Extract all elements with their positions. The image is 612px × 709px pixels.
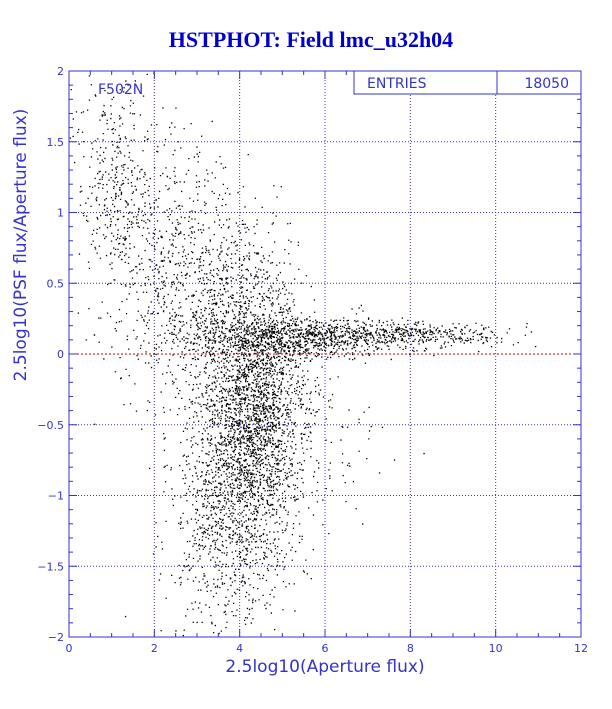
x-tick-label: 12 xyxy=(574,642,588,655)
y-tick-label: 2 xyxy=(57,65,64,78)
filter-label: F502N xyxy=(98,82,143,98)
x-tick-label: 10 xyxy=(489,642,503,655)
y-tick-label: −0.5 xyxy=(37,419,64,432)
stats-entries-value: 18050 xyxy=(524,76,569,92)
y-tick-label: 1.5 xyxy=(47,136,65,149)
x-tick-label: 2 xyxy=(151,642,158,655)
x-tick-label: 0 xyxy=(66,642,73,655)
x-tick-label: 8 xyxy=(407,642,414,655)
x-tick-label: 6 xyxy=(322,642,329,655)
y-tick-label: 1 xyxy=(57,207,64,220)
stats-entries-label: ENTRIES xyxy=(367,76,427,92)
x-axis-label: 2.5log10(Aperture flux) xyxy=(225,657,424,677)
y-tick-label: −2 xyxy=(48,631,64,644)
x-tick-label: 4 xyxy=(236,642,243,655)
y-tick-label: 0 xyxy=(57,348,64,361)
y-axis-label: 2.5log10(PSF flux/Aperture flux) xyxy=(11,109,31,382)
y-tick-label: 0.5 xyxy=(47,277,65,290)
stats-box-frame xyxy=(353,70,582,95)
y-tick-label: −1.5 xyxy=(37,560,64,573)
y-tick-label: −1 xyxy=(48,490,64,503)
axis-tick-labels: 0 2 4 6 8 10 12 −2 −1.5 −1 −0.5 0 0.5 1 1.5 2 xyxy=(37,65,588,655)
chart-title: HSTPHOT: Field lmc_u32h04 xyxy=(169,27,453,52)
stats-box: ENTRIES 18050 xyxy=(353,70,582,95)
